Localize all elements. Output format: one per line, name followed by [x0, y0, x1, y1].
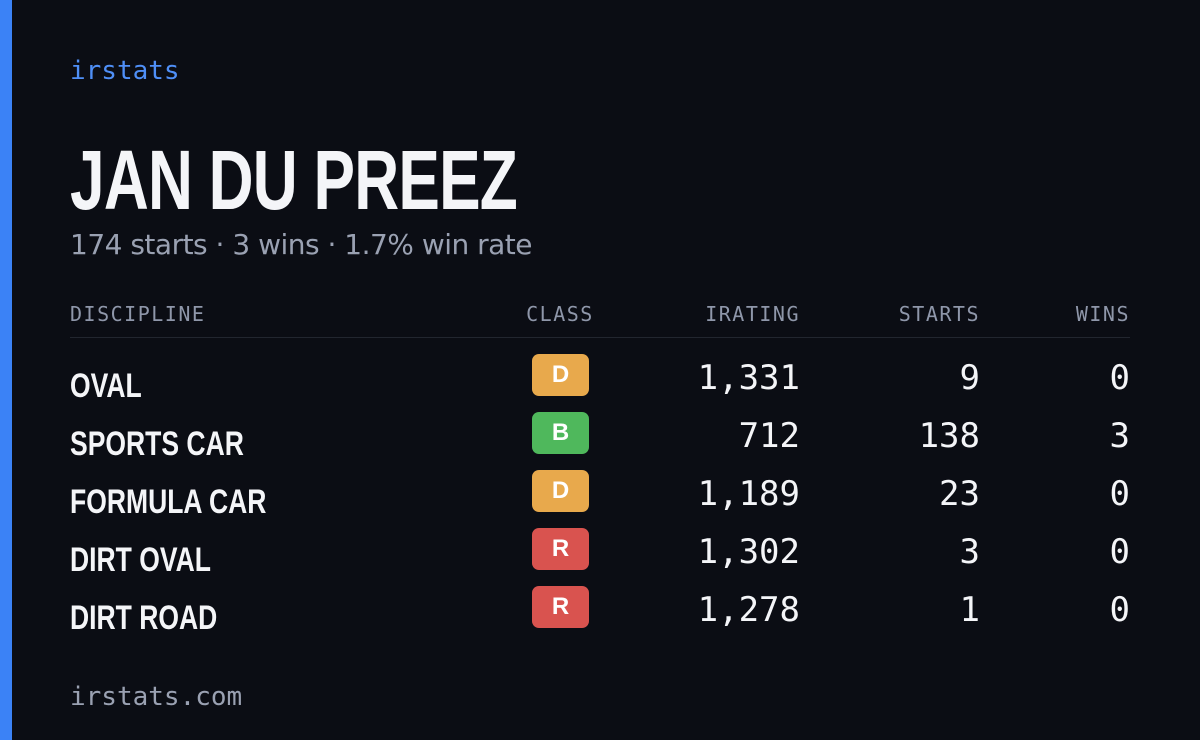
class-badge: D	[532, 470, 589, 512]
wins-value: 0	[1109, 474, 1130, 514]
accent-bar	[0, 0, 12, 740]
class-badge: R	[532, 586, 589, 628]
starts-value: 9	[959, 358, 980, 398]
starts-value: 1	[959, 590, 980, 630]
starts-value: 23	[939, 474, 980, 514]
starts-value: 138	[918, 416, 980, 456]
wins-value: 3	[1109, 416, 1130, 456]
class-badge: R	[532, 528, 589, 570]
column-header: STARTS	[898, 302, 980, 326]
irating-value: 712	[738, 416, 800, 456]
summary: 174 starts · 3 wins · 1.7% win rate	[70, 228, 533, 261]
brand: irstats	[70, 56, 180, 86]
column-header: CLASS	[526, 302, 594, 326]
class-badge: D	[532, 354, 589, 396]
footer-url: irstats.com	[70, 682, 243, 712]
wins-value: 0	[1109, 358, 1130, 398]
irating-value: 1,189	[697, 474, 800, 514]
irating-value: 1,302	[697, 532, 800, 572]
discipline: FORMULA CAR	[70, 483, 267, 521]
starts-value: 3	[959, 532, 980, 572]
column-header: IRATING	[705, 302, 800, 326]
irating-value: 1,278	[697, 590, 800, 630]
irating-value: 1,331	[697, 358, 800, 398]
discipline: SPORTS CAR	[70, 425, 244, 463]
discipline: DIRT ROAD	[70, 599, 218, 637]
driver-name: JAN DU PREEZ	[70, 133, 518, 227]
class-badge: B	[532, 412, 589, 454]
discipline: DIRT OVAL	[70, 541, 211, 579]
discipline: OVAL	[70, 367, 142, 405]
wins-value: 0	[1109, 590, 1130, 630]
column-header: WINS	[1075, 302, 1130, 326]
divider	[70, 337, 1130, 338]
column-header: DISCIPLINE	[70, 302, 206, 326]
wins-value: 0	[1109, 532, 1130, 572]
